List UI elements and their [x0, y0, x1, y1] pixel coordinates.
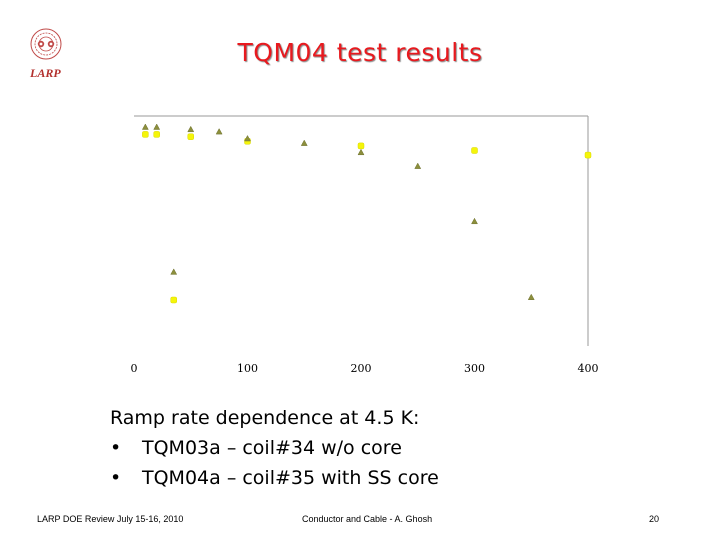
data-point-circle: [187, 133, 194, 140]
data-point-triangle: [141, 123, 149, 130]
larp-logo-emblem: [30, 28, 62, 60]
bullet-text-tqm03a: TQM03a – coil#34 w/o core: [142, 437, 402, 459]
x-tick-label: 100: [237, 362, 258, 375]
data-point-circle: [170, 296, 177, 304]
footer-author: Conductor and Cable - A. Ghosh: [302, 514, 433, 524]
data-point-triangle: [300, 139, 308, 146]
x-tick-label: 200: [351, 362, 372, 375]
data-point-triangle: [414, 162, 422, 169]
data-point-circle: [584, 151, 592, 159]
data-point-triangle: [187, 125, 195, 133]
data-point-circle: [471, 147, 478, 154]
scatter-chart: 0 100 200 300 400: [131, 115, 599, 375]
data-point-triangle: [244, 134, 251, 142]
data-point-triangle: [471, 217, 478, 225]
data-point-circle: [153, 131, 160, 138]
x-tick-label: 300: [464, 362, 485, 375]
bullet-marker: •: [110, 437, 122, 459]
footer-event: LARP DOE Review July 15-16, 2010: [37, 514, 184, 524]
x-tick-label: 400: [578, 362, 599, 375]
data-point-triangle: [153, 123, 161, 130]
bullet-marker: •: [110, 467, 122, 489]
data-point-circle: [357, 142, 365, 150]
data-point-triangle: [215, 128, 223, 135]
bullet-item: • TQM04a – coil#35 with SS core: [110, 463, 439, 493]
bullet-text-tqm04a: TQM04a – coil#35 with SS core: [142, 467, 439, 489]
plot-points: [141, 123, 592, 304]
data-point-circle: [142, 131, 149, 138]
data-point-triangle: [357, 148, 365, 156]
data-point-triangle: [527, 293, 535, 300]
larp-logo: [30, 28, 62, 60]
body-text: Ramp rate dependence at 4.5 K: • TQM03a …: [110, 403, 439, 493]
larp-logo-text: LARP: [30, 66, 61, 80]
x-tick-labels: 0 100 200 300 400: [131, 362, 599, 375]
bullet-item: • TQM03a – coil#34 w/o core: [110, 433, 439, 463]
page-number: 20: [649, 514, 660, 524]
data-point-triangle: [170, 268, 178, 275]
x-tick-label: 0: [131, 362, 138, 375]
body-heading: Ramp rate dependence at 4.5 K:: [110, 407, 420, 429]
slide-title: TQM04 test results: [237, 38, 483, 67]
